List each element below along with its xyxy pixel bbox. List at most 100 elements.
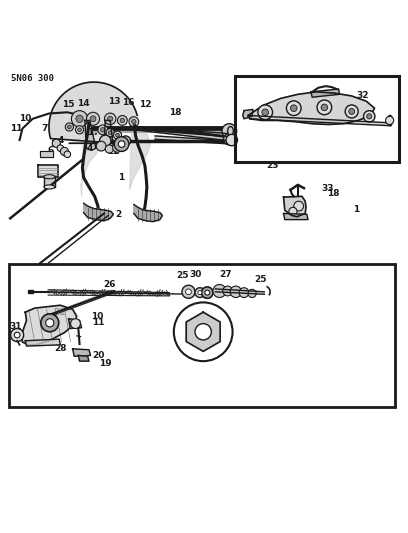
Text: 18: 18 <box>169 108 182 117</box>
Circle shape <box>222 124 237 139</box>
Polygon shape <box>186 312 220 351</box>
Circle shape <box>108 116 113 122</box>
Circle shape <box>230 286 242 297</box>
Text: 25: 25 <box>177 271 189 280</box>
Circle shape <box>321 104 328 111</box>
Circle shape <box>239 288 249 297</box>
Text: 13: 13 <box>108 97 120 106</box>
Text: 32: 32 <box>357 91 369 100</box>
Text: 20: 20 <box>93 351 105 360</box>
Polygon shape <box>25 339 60 346</box>
Polygon shape <box>311 89 339 97</box>
Circle shape <box>75 126 84 134</box>
Ellipse shape <box>44 185 55 189</box>
Circle shape <box>116 133 119 137</box>
Circle shape <box>52 139 60 147</box>
Circle shape <box>129 117 139 126</box>
Polygon shape <box>48 290 116 316</box>
Polygon shape <box>40 151 53 157</box>
Circle shape <box>289 207 297 215</box>
Text: 19: 19 <box>99 359 111 368</box>
Circle shape <box>64 151 71 158</box>
Text: 10: 10 <box>19 114 31 123</box>
Polygon shape <box>28 290 33 294</box>
Polygon shape <box>81 123 104 196</box>
Circle shape <box>202 287 213 298</box>
Circle shape <box>106 128 114 137</box>
Text: 11: 11 <box>93 318 105 327</box>
Text: 25: 25 <box>254 275 266 284</box>
Polygon shape <box>104 120 113 148</box>
Circle shape <box>258 105 273 119</box>
Polygon shape <box>64 96 120 122</box>
Circle shape <box>294 201 304 211</box>
Text: 4: 4 <box>86 144 93 154</box>
Text: 22: 22 <box>107 147 120 156</box>
Text: 16: 16 <box>122 98 135 107</box>
Circle shape <box>118 141 125 147</box>
Ellipse shape <box>228 126 233 135</box>
Circle shape <box>46 319 54 327</box>
Circle shape <box>198 290 202 295</box>
Circle shape <box>113 131 122 139</box>
Circle shape <box>367 114 372 119</box>
Text: 23: 23 <box>266 161 279 170</box>
Polygon shape <box>69 319 82 328</box>
Circle shape <box>98 125 108 135</box>
Circle shape <box>121 136 131 146</box>
Polygon shape <box>155 128 232 137</box>
Circle shape <box>386 116 394 125</box>
Circle shape <box>86 112 100 125</box>
Text: 30: 30 <box>190 270 202 279</box>
Text: 5: 5 <box>50 140 56 149</box>
Circle shape <box>41 314 59 332</box>
Text: 3: 3 <box>98 144 104 152</box>
Circle shape <box>205 290 210 295</box>
Polygon shape <box>49 82 137 143</box>
Polygon shape <box>73 349 91 356</box>
Circle shape <box>195 324 211 340</box>
Text: 29: 29 <box>197 335 209 344</box>
Text: 2: 2 <box>115 210 122 219</box>
Circle shape <box>182 285 195 298</box>
Circle shape <box>105 145 113 153</box>
Polygon shape <box>243 109 253 119</box>
Text: 24: 24 <box>100 136 112 146</box>
Text: 33: 33 <box>321 184 333 192</box>
Circle shape <box>118 116 127 125</box>
Polygon shape <box>78 356 89 361</box>
Text: 9: 9 <box>50 181 56 190</box>
Text: 10: 10 <box>91 312 103 321</box>
Ellipse shape <box>228 136 233 144</box>
Polygon shape <box>44 177 55 187</box>
Circle shape <box>364 111 375 122</box>
Text: 8: 8 <box>46 172 52 181</box>
Text: 15: 15 <box>62 100 75 109</box>
Ellipse shape <box>44 175 55 179</box>
Polygon shape <box>130 126 150 190</box>
Polygon shape <box>248 92 375 125</box>
Circle shape <box>96 141 106 151</box>
Text: 17: 17 <box>87 128 99 137</box>
Text: 5N06 300: 5N06 300 <box>11 74 54 83</box>
Circle shape <box>71 111 88 127</box>
Circle shape <box>11 328 24 342</box>
Text: 14: 14 <box>78 99 90 108</box>
Circle shape <box>68 125 71 129</box>
Polygon shape <box>84 203 113 221</box>
Text: 7: 7 <box>41 124 47 133</box>
Polygon shape <box>284 196 306 217</box>
Circle shape <box>174 302 233 361</box>
Circle shape <box>104 113 116 125</box>
Circle shape <box>120 118 124 123</box>
Circle shape <box>262 109 268 116</box>
Text: 18: 18 <box>42 151 54 160</box>
Text: 28: 28 <box>54 344 67 353</box>
Circle shape <box>186 289 191 295</box>
Circle shape <box>223 286 233 296</box>
Text: 6: 6 <box>47 146 53 155</box>
Bar <box>235 76 399 163</box>
Polygon shape <box>131 126 231 141</box>
Circle shape <box>349 109 355 115</box>
Polygon shape <box>284 213 308 220</box>
